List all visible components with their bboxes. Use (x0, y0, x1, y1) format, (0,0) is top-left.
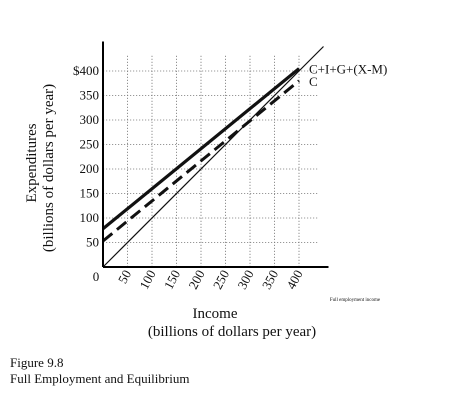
y-tick-label: $400 (73, 63, 99, 78)
x-tick-label: 150 (161, 267, 183, 291)
x-tick-label: 250 (210, 267, 232, 291)
y-tick-label: 200 (80, 161, 100, 176)
x-tick-label: 350 (259, 267, 281, 291)
y-tick-label: 50 (86, 235, 99, 250)
series-line-2 (102, 79, 300, 243)
x-axis-title-line2: (billions of dollars per year) (148, 324, 316, 340)
y-tick-label: 300 (80, 112, 100, 127)
series-labels: C+I+G+(X-M)C (309, 62, 387, 89)
figure-caption: Figure 9.8 Full Employment and Equilibri… (10, 355, 189, 387)
x-tick-label: 400 (283, 267, 305, 291)
series-label-1: C+I+G+(X-M) (309, 62, 387, 77)
x-axis-title-line1: Income (193, 306, 238, 322)
y-tick-label: 250 (80, 137, 100, 152)
y-tick-label: 350 (80, 88, 100, 103)
x-tick-label: 300 (234, 267, 256, 291)
x-tick-label: 0 (93, 269, 100, 284)
x-tick-label: 50 (115, 267, 134, 286)
series-line-1 (101, 67, 301, 231)
y-axis-title-line2: (billions of dollars per year) (41, 84, 57, 252)
y-tick-labels: $400 350 300 250 200 150 100 50 (73, 63, 99, 250)
y-tick-label: 150 (80, 186, 100, 201)
y-axis-title-line1: Expenditures (24, 123, 40, 202)
series-label-2: C (309, 74, 318, 89)
x-tick-label: 100 (136, 267, 158, 291)
series-line-3 (102, 46, 324, 268)
x-annotation: Full employment income (330, 298, 381, 303)
x-tick-label: 200 (185, 267, 207, 291)
figure-title: Full Employment and Equilibrium (10, 371, 190, 386)
y-tick-label: 100 (80, 210, 100, 225)
figure-number: Figure 9.8 (10, 355, 64, 370)
series-lines (101, 46, 324, 268)
x-tick-labels: 0 50 100 150 200 250 300 350 400 (93, 267, 306, 291)
